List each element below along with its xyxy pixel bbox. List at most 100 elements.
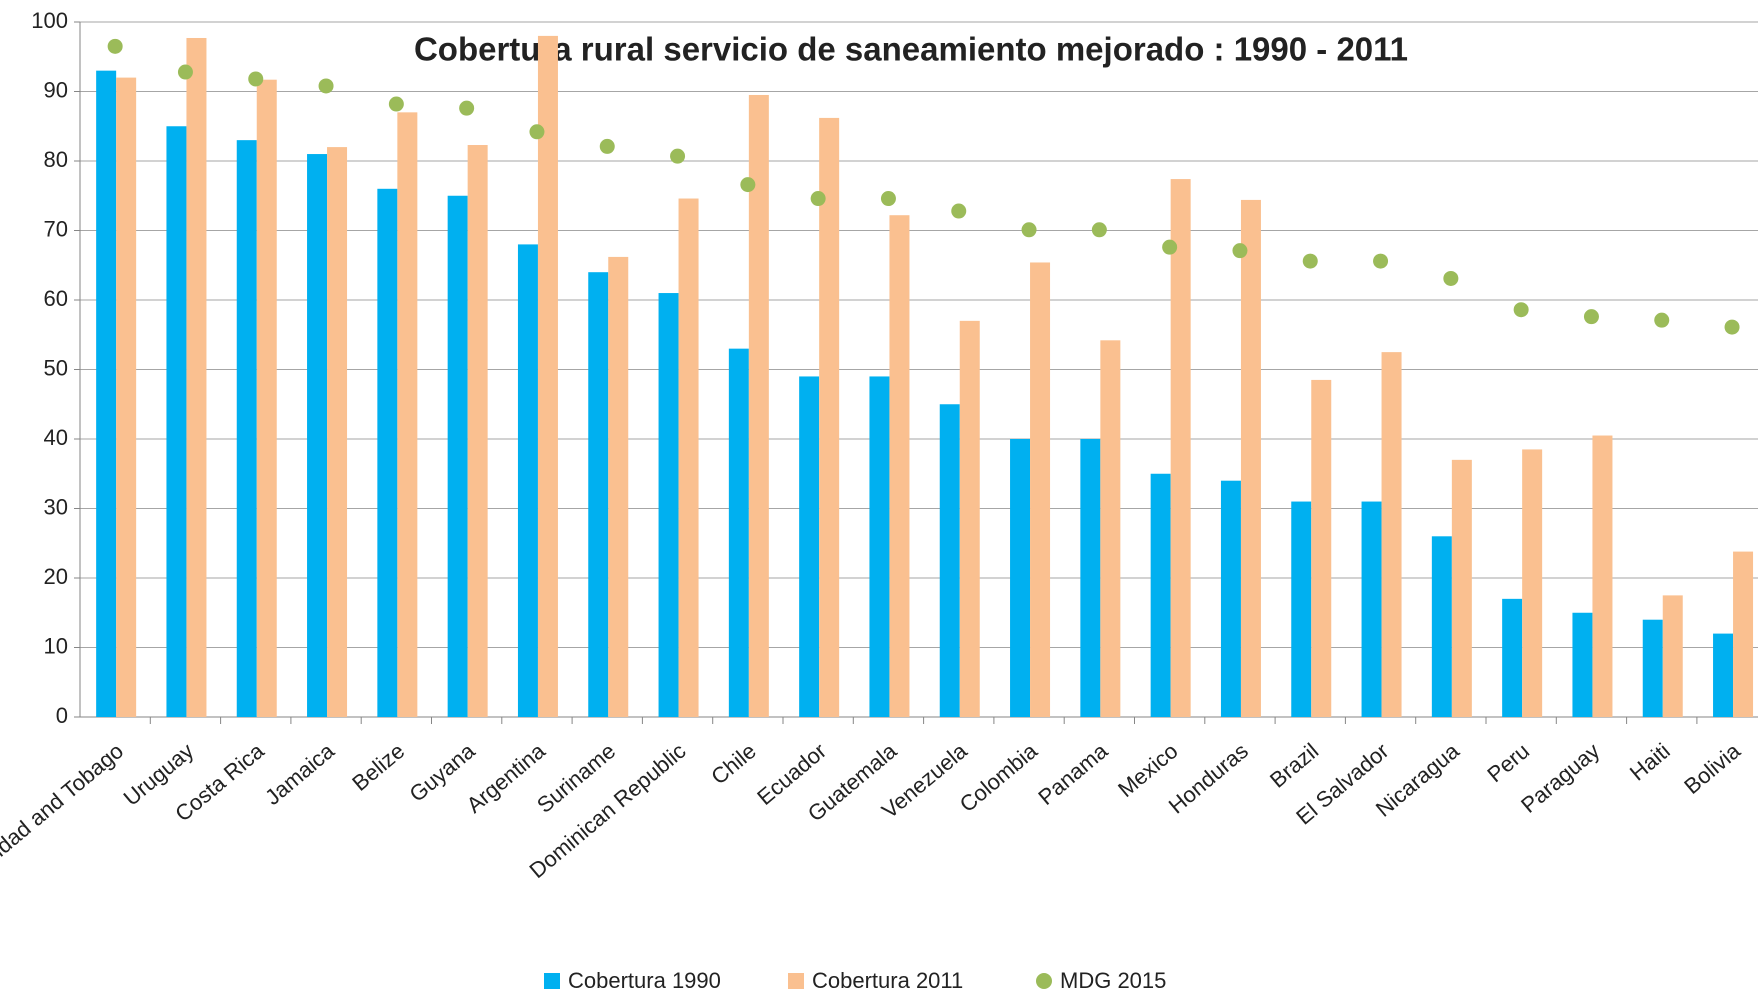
marker: [1302, 253, 1318, 269]
y-tick-label: 90: [44, 77, 68, 102]
legend-label: MDG 2015: [1060, 968, 1166, 993]
bar: [678, 198, 699, 717]
y-tick-label: 60: [44, 286, 68, 311]
bar: [748, 94, 769, 718]
bar: [1381, 352, 1402, 717]
bar: [1431, 536, 1452, 717]
marker: [740, 177, 756, 193]
bar: [658, 293, 679, 717]
bar: [728, 348, 749, 717]
bar: [256, 79, 277, 717]
bar: [1030, 262, 1051, 717]
chart-title: Cobertura rural servicio de saneamiento …: [414, 31, 1408, 68]
bar: [236, 140, 257, 717]
bar: [186, 37, 207, 718]
marker: [388, 96, 404, 112]
x-tick-label: Haiti: [1625, 738, 1675, 785]
bar: [1361, 501, 1382, 717]
legend-marker: [1036, 973, 1052, 989]
bar: [1150, 473, 1171, 717]
y-tick-label: 70: [44, 216, 68, 241]
bar: [869, 376, 890, 717]
y-tick-label: 40: [44, 425, 68, 450]
bar: [1733, 551, 1754, 717]
bar: [96, 70, 117, 717]
bar: [799, 376, 820, 717]
marker: [177, 64, 193, 80]
bar: [1100, 340, 1121, 717]
bar: [819, 117, 840, 717]
y-tick-label: 80: [44, 147, 68, 172]
bar: [889, 215, 910, 717]
bar: [1572, 612, 1593, 717]
bar: [1291, 501, 1312, 717]
legend-marker: [544, 973, 560, 989]
bar: [537, 35, 558, 717]
bar: [959, 320, 980, 717]
marker: [670, 148, 686, 164]
x-tick-label: Honduras: [1164, 738, 1253, 818]
bar: [1311, 379, 1332, 717]
bar: [447, 195, 468, 717]
bar: [1642, 619, 1663, 717]
bar: [608, 256, 629, 717]
bar: [1592, 435, 1613, 717]
y-tick-label: 0: [56, 703, 68, 728]
marker: [1724, 319, 1740, 335]
x-tick-label: Peru: [1482, 738, 1534, 787]
y-tick-label: 10: [44, 633, 68, 658]
bar: [377, 188, 398, 718]
marker: [1162, 239, 1178, 255]
x-tick-label: Paraguay: [1516, 738, 1604, 818]
marker: [107, 38, 123, 54]
bar: [517, 244, 538, 717]
marker: [1091, 222, 1107, 238]
x-tick-label: Bolivia: [1679, 738, 1745, 799]
legend-label: Cobertura 2011: [812, 968, 963, 993]
x-tick-label: Jamaica: [260, 738, 339, 810]
bar: [166, 126, 187, 717]
bar: [1240, 199, 1261, 718]
marker: [248, 71, 264, 87]
marker: [1654, 312, 1670, 328]
bar: [307, 154, 328, 718]
x-tick-label: Brazil: [1265, 738, 1323, 793]
x-tick-label: Panama: [1033, 738, 1112, 810]
marker: [459, 100, 475, 116]
marker: [810, 191, 826, 207]
marker: [318, 78, 334, 94]
x-tick-label: Chile: [706, 738, 760, 789]
y-tick-label: 20: [44, 564, 68, 589]
marker: [880, 191, 896, 207]
marker: [1232, 243, 1248, 259]
marker: [951, 203, 967, 219]
y-tick-label: 30: [44, 494, 68, 519]
marker: [1021, 222, 1037, 238]
bar: [1662, 595, 1683, 717]
bar: [467, 145, 488, 717]
bar: [939, 404, 960, 717]
bar: [327, 147, 348, 718]
bar: [1451, 459, 1472, 717]
bar: [116, 77, 137, 718]
marker: [1373, 253, 1389, 269]
y-tick-label: 100: [31, 8, 68, 33]
bar: [397, 112, 418, 718]
marker: [529, 124, 545, 140]
bar: [1010, 439, 1031, 717]
marker: [1513, 302, 1529, 318]
bar: [1713, 633, 1734, 717]
bar: [1522, 449, 1543, 717]
legend-label: Cobertura 1990: [568, 968, 721, 993]
x-tick-label: Colombia: [955, 738, 1043, 817]
bar: [1220, 480, 1241, 717]
marker: [599, 138, 615, 154]
bar: [1080, 439, 1101, 717]
x-tick-label: Trinidad and Tobago: [0, 738, 128, 885]
marker: [1583, 309, 1599, 325]
x-tick-label: Belize: [347, 738, 409, 796]
bar: [588, 272, 609, 717]
bar: [1502, 598, 1523, 717]
grid: [74, 21, 1758, 718]
